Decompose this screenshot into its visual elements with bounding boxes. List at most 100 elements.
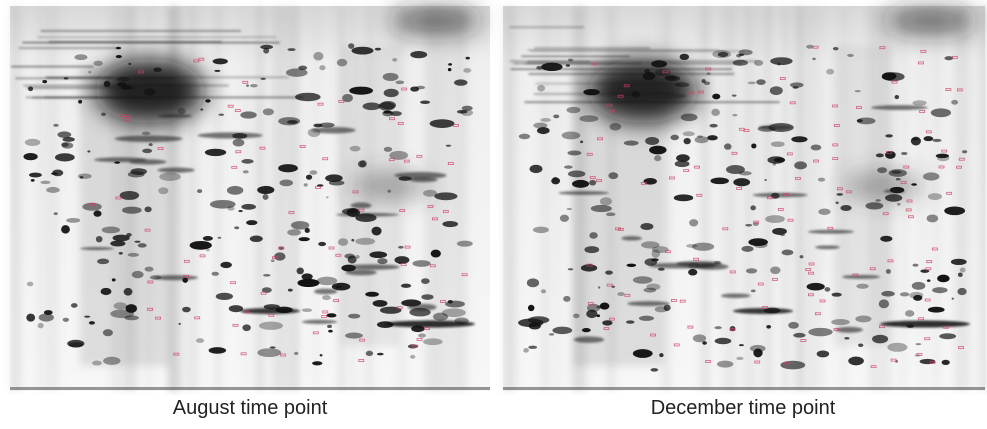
smear: [394, 171, 447, 179]
marker: [671, 299, 677, 302]
spot: [376, 352, 384, 356]
spot: [856, 119, 863, 123]
spot: [369, 251, 388, 259]
spot: [961, 150, 968, 154]
spot: [885, 134, 893, 138]
band: [11, 65, 94, 68]
marker: [193, 59, 200, 63]
spot: [365, 291, 379, 297]
smear: [720, 293, 751, 299]
marker: [396, 306, 403, 310]
marker: [183, 259, 190, 263]
spot: [580, 140, 584, 144]
streak: [719, 6, 723, 391]
marker: [926, 260, 933, 264]
marker: [819, 299, 826, 303]
spot: [541, 62, 563, 72]
marker: [907, 215, 914, 219]
spot: [714, 337, 732, 345]
spot: [702, 341, 707, 345]
spot: [745, 223, 753, 227]
spot: [429, 119, 455, 128]
spot: [298, 237, 310, 242]
spot: [683, 137, 691, 145]
spot: [249, 235, 263, 243]
spot: [551, 177, 561, 185]
streak: [539, 6, 545, 391]
spot: [227, 206, 235, 211]
band: [521, 55, 630, 58]
spot: [754, 59, 764, 66]
marker: [832, 143, 839, 147]
spot: [664, 74, 677, 81]
marker: [887, 259, 894, 263]
spot: [250, 83, 258, 88]
marker: [389, 117, 395, 121]
spot: [409, 354, 416, 359]
spot: [724, 143, 732, 150]
spot: [349, 145, 361, 152]
marker: [827, 226, 834, 230]
spot: [855, 315, 872, 323]
marker: [679, 299, 686, 303]
spot: [674, 160, 690, 168]
spot: [936, 154, 950, 162]
spot: [209, 199, 236, 209]
marker: [173, 352, 180, 356]
spot: [287, 229, 302, 236]
marker: [650, 333, 656, 337]
protein-spots: [518, 44, 970, 372]
marker: [321, 315, 327, 318]
spot-markers: [89, 57, 468, 362]
marker: [832, 104, 838, 108]
marker: [183, 275, 190, 278]
streak: [38, 6, 43, 391]
spot: [241, 203, 256, 210]
spot: [856, 117, 876, 125]
spot: [371, 226, 382, 236]
smear: [301, 319, 338, 324]
streak: [919, 6, 922, 391]
spot: [926, 214, 939, 223]
spot: [279, 179, 294, 187]
streak: [189, 6, 201, 391]
streak: [257, 6, 265, 391]
spot: [206, 248, 210, 252]
spot: [605, 212, 616, 217]
band: [509, 26, 584, 28]
spot: [38, 313, 54, 322]
spot: [125, 304, 138, 313]
spot: [262, 193, 269, 200]
spot: [351, 238, 355, 242]
spot: [526, 278, 540, 288]
marker: [890, 358, 897, 362]
marker: [924, 298, 931, 302]
smear: [807, 229, 855, 234]
marker: [199, 254, 206, 258]
streak: [959, 6, 970, 391]
streak: [662, 6, 671, 391]
streak: [287, 6, 299, 391]
spot: [688, 268, 698, 276]
marker: [945, 88, 952, 91]
spot: [62, 317, 70, 322]
spot: [707, 135, 718, 141]
spot: [579, 115, 599, 122]
spot: [434, 192, 458, 201]
streak: [270, 6, 280, 391]
spot: [110, 240, 126, 247]
marker: [812, 45, 819, 49]
spot: [564, 165, 573, 169]
spot: [732, 59, 748, 66]
streak: [813, 6, 825, 391]
spot: [926, 279, 931, 282]
streak: [725, 6, 737, 391]
spot: [927, 193, 943, 200]
spot: [232, 138, 245, 147]
blob: [843, 174, 923, 198]
spot: [291, 221, 310, 230]
spot: [565, 64, 571, 67]
spot: [423, 189, 438, 197]
marker: [359, 338, 366, 342]
spot: [957, 287, 967, 296]
